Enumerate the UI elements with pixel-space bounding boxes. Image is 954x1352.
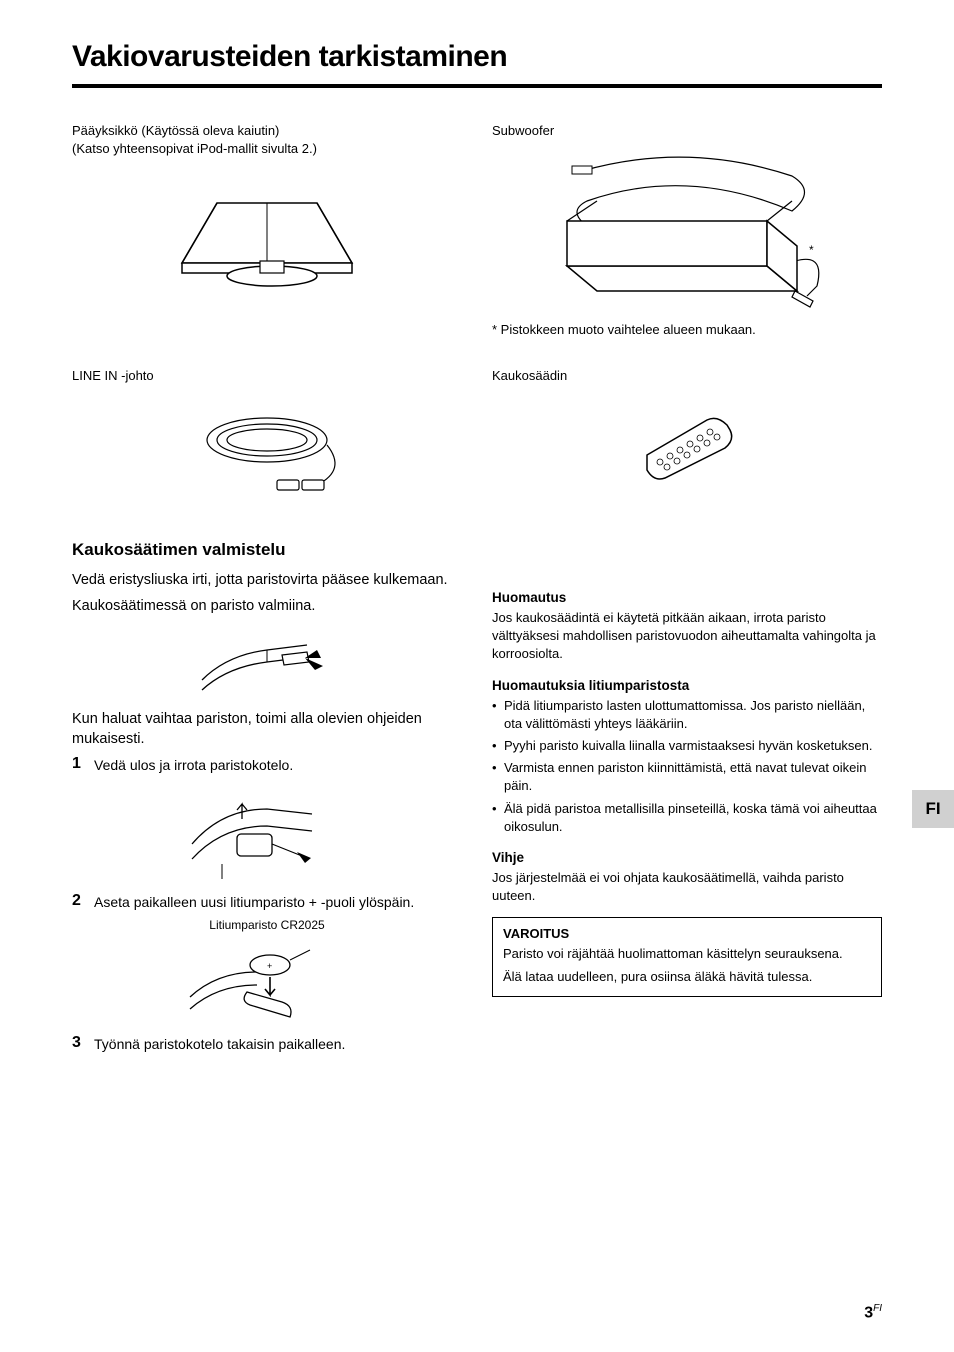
warning-p2: Älä lataa uudelleen, pura osiinsa äläkä … (503, 968, 871, 986)
prep-heading: Kaukosäätimen valmistelu (72, 540, 462, 560)
page-number-value: 3 (864, 1304, 873, 1321)
page-number: 3FI (864, 1303, 882, 1322)
insulation-strip-illustration (72, 623, 462, 703)
step-1-illustration (72, 782, 462, 892)
step-1-text: Vedä ulos ja irrota paristokotelo. (94, 755, 293, 776)
step-3: 3 Työnnä paristokotelo takaisin paikalle… (72, 1034, 462, 1055)
huomautus-text: Jos kaukosäädintä ei käytetä pitkään aik… (492, 609, 882, 664)
step-2: 2 Aseta paikalleen uusi litiumparisto + … (72, 892, 462, 913)
warning-head: VAROITUS (503, 926, 871, 941)
subwoofer-illustration: * (492, 146, 882, 316)
lithium-head: Huomautuksia litiumparistosta (492, 678, 882, 693)
lithium-item: Pidä litiumparisto lasten ulottumattomis… (492, 697, 882, 733)
prep-p1: Vedä eristysliuska irti, jotta paristovi… (72, 570, 462, 590)
vihje-text: Jos järjestelmää ei voi ohjata kaukosäät… (492, 869, 882, 905)
remote-block: Kaukosäädin (492, 367, 882, 501)
linein-illustration (72, 390, 462, 500)
prep-column: Kaukosäätimen valmistelu Vedä eristysliu… (72, 540, 462, 1061)
notes-column: Huomautus Jos kaukosäädintä ei käytetä p… (492, 540, 882, 1061)
prep-p2: Kaukosäätimessä on paristo valmiina. (72, 596, 462, 616)
step-1-num: 1 (72, 755, 86, 776)
step-2-illustration: + (72, 934, 462, 1034)
linein-label: LINE IN -johto (72, 367, 462, 385)
lithium-item: Pyyhi paristo kuivalla liinalla varmista… (492, 737, 882, 755)
mainunit-label-line1: Pääyksikkö (Käytössä oleva kaiutin) (72, 123, 279, 138)
prep-p3: Kun haluat vaihtaa pariston, toimi alla … (72, 709, 462, 750)
page-number-suffix: FI (873, 1303, 882, 1314)
warning-box: VAROITUS Paristo voi räjähtää huolimatto… (492, 917, 882, 996)
lower-section: Kaukosäätimen valmistelu Vedä eristysliu… (72, 540, 882, 1061)
vihje-head: Vihje (492, 850, 882, 865)
svg-text:*: * (809, 243, 814, 257)
battery-caption: Litiumparisto CR2025 (72, 918, 462, 932)
language-tab: FI (912, 790, 954, 828)
accessories-row-2: LINE IN -johto Kaukosäädin (72, 367, 882, 501)
accessories-row-1: Pääyksikkö (Käytössä oleva kaiutin) (Kat… (72, 122, 882, 337)
huomautus-head: Huomautus (492, 590, 882, 605)
lithium-list: Pidä litiumparisto lasten ulottumattomis… (492, 697, 882, 836)
subwoofer-footnote: * Pistokkeen muoto vaihtelee alueen muka… (492, 322, 882, 337)
mainunit-label-line2: (Katso yhteensopivat iPod-mallit sivulta… (72, 141, 317, 156)
linein-block: LINE IN -johto (72, 367, 462, 501)
step-2-text: Aseta paikalleen uusi litiumparisto + -p… (94, 892, 414, 913)
subwoofer-block: Subwoofer * * Pistokkeen muoto vaihtelee… (492, 122, 882, 337)
subwoofer-label: Subwoofer (492, 122, 882, 140)
mainunit-illustration (72, 163, 462, 313)
mainunit-label: Pääyksikkö (Käytössä oleva kaiutin) (Kat… (72, 122, 462, 157)
warning-p1: Paristo voi räjähtää huolimattoman käsit… (503, 945, 871, 963)
lithium-item: Älä pidä paristoa metallisilla pinseteil… (492, 800, 882, 836)
mainunit-block: Pääyksikkö (Käytössä oleva kaiutin) (Kat… (72, 122, 462, 337)
remote-illustration (492, 390, 882, 500)
step-3-num: 3 (72, 1034, 86, 1055)
svg-text:+: + (267, 961, 272, 971)
page-title: Vakiovarusteiden tarkistaminen (72, 40, 882, 74)
step-2-num: 2 (72, 892, 86, 913)
title-rule (72, 84, 882, 88)
remote-label: Kaukosäädin (492, 367, 882, 385)
step-1: 1 Vedä ulos ja irrota paristokotelo. (72, 755, 462, 776)
lithium-item: Varmista ennen pariston kiinnittämistä, … (492, 759, 882, 795)
step-3-text: Työnnä paristokotelo takaisin paikalleen… (94, 1034, 345, 1055)
